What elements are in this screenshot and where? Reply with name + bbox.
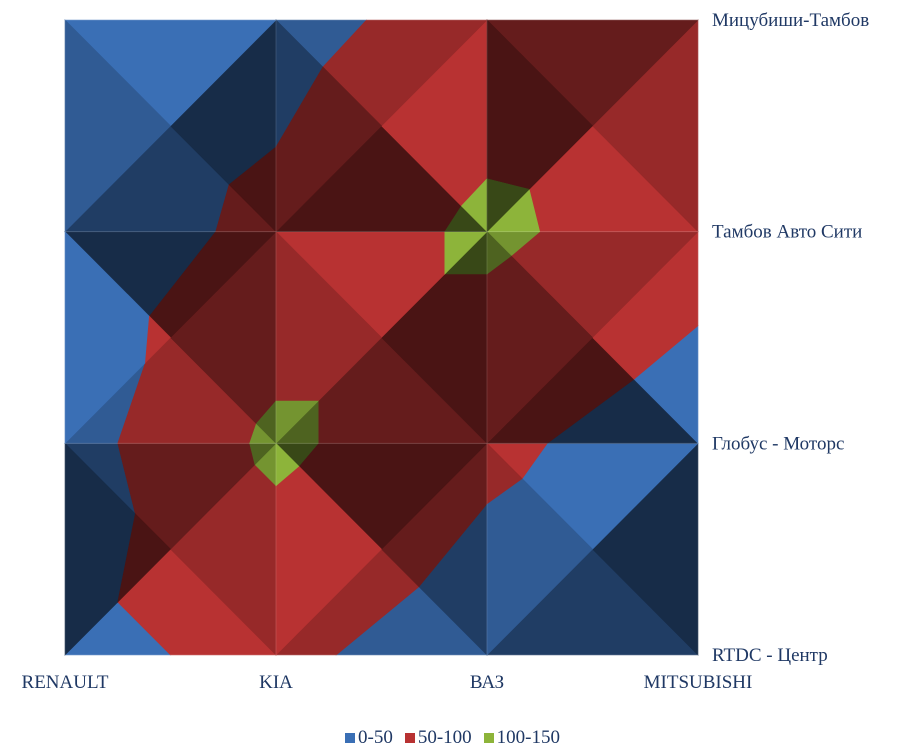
contour-region-100-150 <box>486 230 512 275</box>
x-axis: RENAULT KIA ВАЗ MITSUBISHI <box>22 672 753 693</box>
x-tick-label: MITSUBISHI <box>644 672 753 693</box>
y-tick-label: Тамбов Авто Сити <box>712 222 862 243</box>
x-tick-label: KIA <box>259 672 293 693</box>
contour-region-50-100 <box>145 315 171 364</box>
legend-item: 100-150 <box>483 727 560 749</box>
legend-label: 0-50 <box>358 727 393 748</box>
y-tick-label: Глобус - Моторс <box>712 433 844 454</box>
plot-area <box>64 19 708 656</box>
legend-label: 100-150 <box>496 727 560 748</box>
legend-swatch <box>483 733 494 743</box>
legend-label: 50-100 <box>417 727 472 748</box>
contour-region-50-100 <box>117 513 171 603</box>
x-tick-label: RENAULT <box>22 672 109 693</box>
contour-region-0-50 <box>64 19 171 233</box>
contour-region-100-150 <box>486 178 530 233</box>
y-tick-label: RTDC - Центр <box>712 645 828 666</box>
contour-region-50-100 <box>486 442 523 505</box>
contour-region-100-150 <box>275 400 319 445</box>
contour-region-100-150 <box>275 442 300 487</box>
legend-swatch <box>404 733 415 743</box>
legend: 0-50 50-100 100-150 <box>0 727 905 749</box>
legend-swatch <box>345 733 355 743</box>
y-axis: RTDC - Центр Глобус - Моторс Тамбов Авто С… <box>712 10 869 666</box>
y-tick-label: Мицубиши-Тамбов <box>712 10 869 31</box>
contour-region-50-100 <box>275 66 382 233</box>
legend-item: 50-100 <box>404 727 472 749</box>
x-tick-label: ВАЗ <box>470 672 504 693</box>
legend-item: 0-50 <box>345 727 393 749</box>
